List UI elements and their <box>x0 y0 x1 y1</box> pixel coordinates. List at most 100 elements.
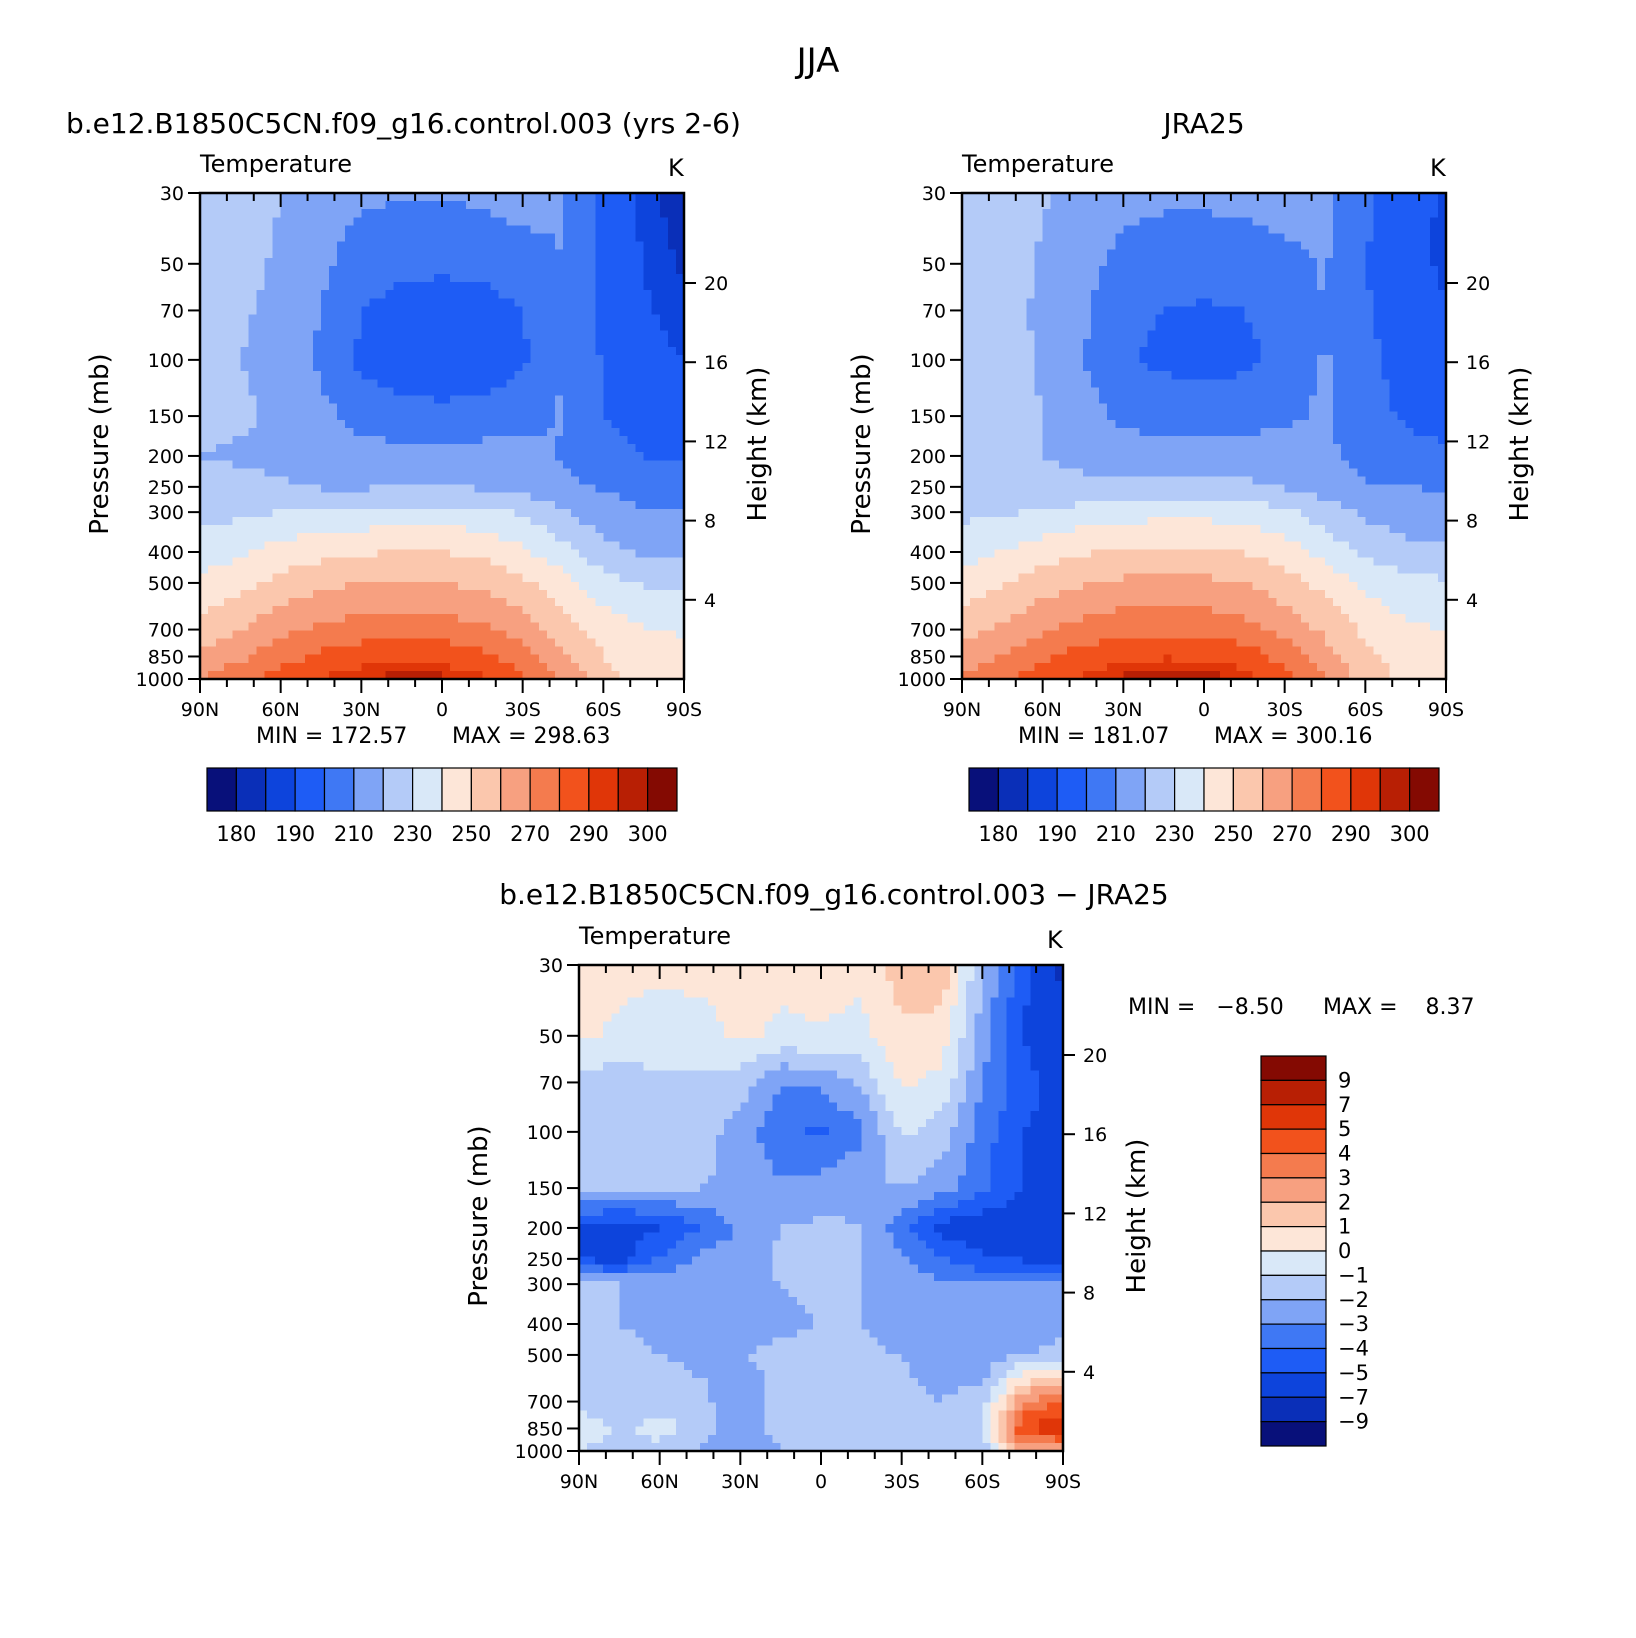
contour-cell <box>1066 274 1076 283</box>
contour-cell <box>546 298 556 307</box>
contour-cell <box>450 403 459 413</box>
contour-cell <box>442 427 451 437</box>
contour-cell <box>659 217 669 226</box>
contour-cell <box>353 233 362 243</box>
contour-cell <box>619 484 629 494</box>
contour-cell <box>256 403 266 413</box>
contour-cell <box>216 411 225 421</box>
contour-cell <box>329 395 338 405</box>
contour-cell <box>345 541 354 550</box>
contour-cell <box>409 630 419 640</box>
contour-cell <box>1099 257 1108 267</box>
contour-cell <box>579 517 588 526</box>
contour-cell <box>482 468 491 478</box>
contour-cell <box>1437 209 1447 218</box>
contour-cell <box>248 565 258 575</box>
contour-cell <box>1244 330 1253 340</box>
contour-cell <box>304 492 314 502</box>
contour-cell <box>377 444 387 453</box>
contour-cell <box>200 508 209 518</box>
contour-cell <box>393 241 403 251</box>
contour-cell <box>611 241 621 251</box>
contour-cell <box>962 249 971 259</box>
contour-cell <box>450 646 459 656</box>
contour-cell <box>643 290 653 299</box>
contour-cell <box>466 225 475 235</box>
contour-cell <box>978 298 987 307</box>
contour-cell <box>345 282 354 291</box>
contour-cell <box>337 355 346 364</box>
contour-cell <box>240 525 249 534</box>
contour-cell <box>224 460 233 469</box>
contour-cell <box>321 298 330 307</box>
contour-cell <box>659 606 669 615</box>
contour-cell <box>224 346 233 356</box>
contour-cell <box>498 371 508 380</box>
contour-cell <box>458 298 467 307</box>
contour-cell <box>377 589 387 599</box>
contour-cell <box>1074 314 1084 324</box>
contour-cell <box>667 638 677 648</box>
contour-cell <box>224 484 233 494</box>
contour-cell <box>208 549 217 559</box>
contour-cell <box>369 468 379 478</box>
contour-cell <box>1349 217 1358 226</box>
y-tick-label: 850 <box>148 646 184 668</box>
contour-cell <box>1123 265 1132 275</box>
contour-cell <box>442 314 451 324</box>
contour-cell <box>611 654 621 664</box>
contour-cell <box>571 338 580 348</box>
contour-cell <box>409 436 419 445</box>
contour-cell <box>288 581 298 591</box>
contour-cell <box>1300 225 1310 235</box>
contour-cell <box>296 290 306 299</box>
variable-label: Temperature <box>961 150 1114 178</box>
contour-cell <box>296 233 306 243</box>
contour-cell <box>1139 290 1149 299</box>
contour-cell <box>1123 314 1132 324</box>
contour-cell <box>1325 233 1334 243</box>
contour-cell <box>1300 201 1310 210</box>
contour-cell <box>1171 330 1181 340</box>
contour-cell <box>619 355 629 364</box>
contour-cell <box>329 549 338 559</box>
contour-cell <box>1292 330 1302 340</box>
contour-cell <box>506 533 516 542</box>
contour-cell <box>345 508 354 518</box>
contour-cell <box>466 581 475 591</box>
contour-cell <box>611 541 621 550</box>
contour-cell <box>1429 306 1439 316</box>
contour-cell <box>288 209 298 218</box>
contour-cell <box>1220 201 1229 210</box>
contour-cell <box>248 274 258 283</box>
contour-cell <box>256 427 266 437</box>
contour-cell <box>1276 322 1286 332</box>
contour-cell <box>538 225 548 235</box>
contour-cell <box>369 241 379 251</box>
contour-cell <box>417 573 427 583</box>
contour-cell <box>321 533 330 542</box>
contour-cell <box>1163 314 1173 324</box>
contour-cell <box>1357 298 1366 307</box>
contour-cell <box>224 427 233 437</box>
contour-cell <box>1131 257 1141 267</box>
contour-cell <box>627 411 637 421</box>
contour-cell <box>353 444 362 453</box>
contour-cell <box>554 427 564 437</box>
contour-cell <box>369 500 379 510</box>
contour-cell <box>611 274 621 283</box>
contour-cell <box>530 517 540 526</box>
contour-cell <box>611 549 621 559</box>
contour-cell <box>546 193 556 202</box>
contour-cell <box>433 670 443 680</box>
contour-cell <box>522 557 532 567</box>
contour-cell <box>369 549 379 559</box>
contour-cell <box>994 257 1003 267</box>
contour-cell <box>1050 298 1060 307</box>
contour-cell <box>345 209 354 218</box>
contour-cell <box>522 233 532 243</box>
contour-cell <box>369 395 379 405</box>
contour-cell <box>530 460 540 469</box>
contour-cell <box>369 533 379 542</box>
